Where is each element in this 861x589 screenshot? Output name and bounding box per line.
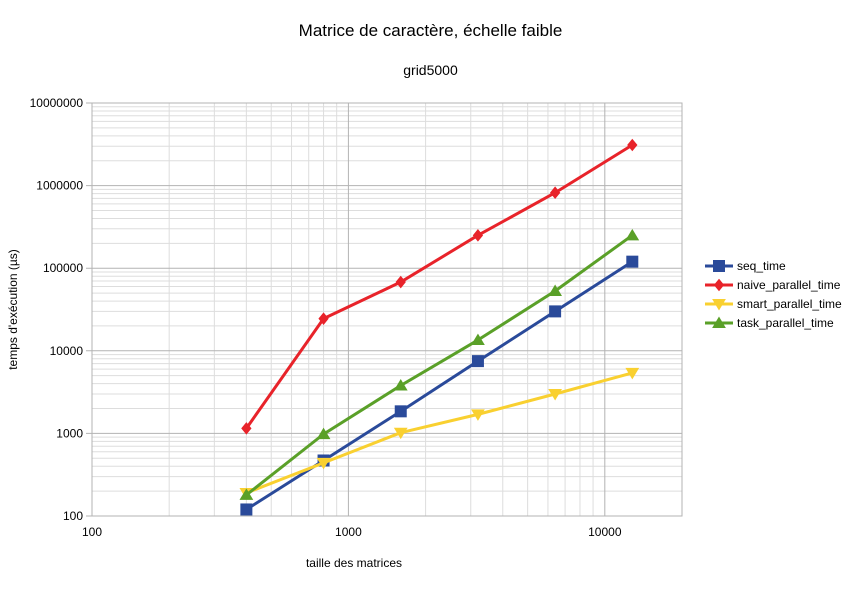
series-line	[245, 234, 634, 497]
plot-area-frame	[91, 102, 683, 517]
series-line	[245, 260, 634, 511]
legend-label: naive_parallel_time	[737, 278, 841, 292]
y-tick-label: 1000000	[36, 179, 83, 193]
data-point-marker	[241, 422, 252, 435]
series-line	[245, 143, 634, 430]
data-point-marker	[471, 333, 485, 346]
y-tick-label: 10000	[50, 344, 84, 358]
data-point-marker	[548, 284, 563, 296]
legend-marker	[713, 260, 725, 272]
data-point-marker	[395, 275, 406, 289]
series-layer	[239, 138, 640, 516]
data-point-marker	[625, 228, 640, 241]
data-point-marker	[625, 367, 640, 380]
data-point-marker	[393, 427, 408, 440]
legend-item: task_parallel_time	[705, 316, 834, 330]
chart-title: Matrice de caractère, échelle faible	[298, 21, 563, 40]
data-point-marker	[627, 138, 638, 152]
legend-marker	[712, 316, 726, 328]
x-tick-label: 1000	[335, 525, 362, 539]
legend-label: task_parallel_time	[737, 316, 834, 330]
data-point-marker	[240, 503, 253, 516]
axis-tick-labels: 100 1000 10000 100000 1000000 10000000 100 1000…	[30, 96, 622, 539]
series-task_parallel_time	[239, 228, 640, 500]
y-tick-label: 100000	[43, 261, 83, 275]
x-tick-label: 100	[82, 525, 102, 539]
y-tick-label: 1000	[56, 426, 83, 440]
series-naive_parallel_time	[241, 138, 638, 435]
legend-item: seq_time	[705, 259, 786, 273]
data-point-marker	[239, 488, 254, 500]
chart-subtitle: grid5000	[403, 62, 458, 78]
y-axis-title: temps d'exécution (µs)	[6, 249, 20, 370]
data-point-marker	[472, 229, 484, 242]
data-point-marker	[394, 405, 407, 418]
data-point-marker	[471, 355, 484, 368]
data-point-marker	[316, 457, 331, 470]
legend-marker	[712, 299, 726, 311]
legend: seq_time naive_parallel_time smart_paralle…	[705, 259, 842, 330]
minor-gridlines	[92, 103, 683, 516]
legend-label: seq_time	[737, 259, 786, 273]
data-point-marker	[316, 427, 331, 440]
legend-marker	[713, 278, 725, 292]
legend-label: smart_parallel_time	[737, 297, 842, 311]
y-tick-label: 100	[63, 509, 83, 523]
series-smart_parallel_time	[239, 367, 640, 500]
data-point-marker	[471, 409, 485, 421]
x-tick-label: 10000	[588, 525, 622, 539]
data-point-marker	[549, 305, 562, 318]
data-point-marker	[318, 312, 329, 325]
data-point-marker	[626, 255, 639, 268]
data-point-marker	[393, 379, 408, 391]
legend-item: naive_parallel_time	[705, 278, 841, 292]
y-tick-label: 10000000	[30, 96, 84, 110]
x-axis-title: taille des matrices	[306, 556, 402, 570]
data-point-marker	[549, 186, 561, 200]
data-point-marker	[548, 388, 563, 401]
legend-item: smart_parallel_time	[705, 297, 842, 311]
series-line	[245, 371, 633, 495]
